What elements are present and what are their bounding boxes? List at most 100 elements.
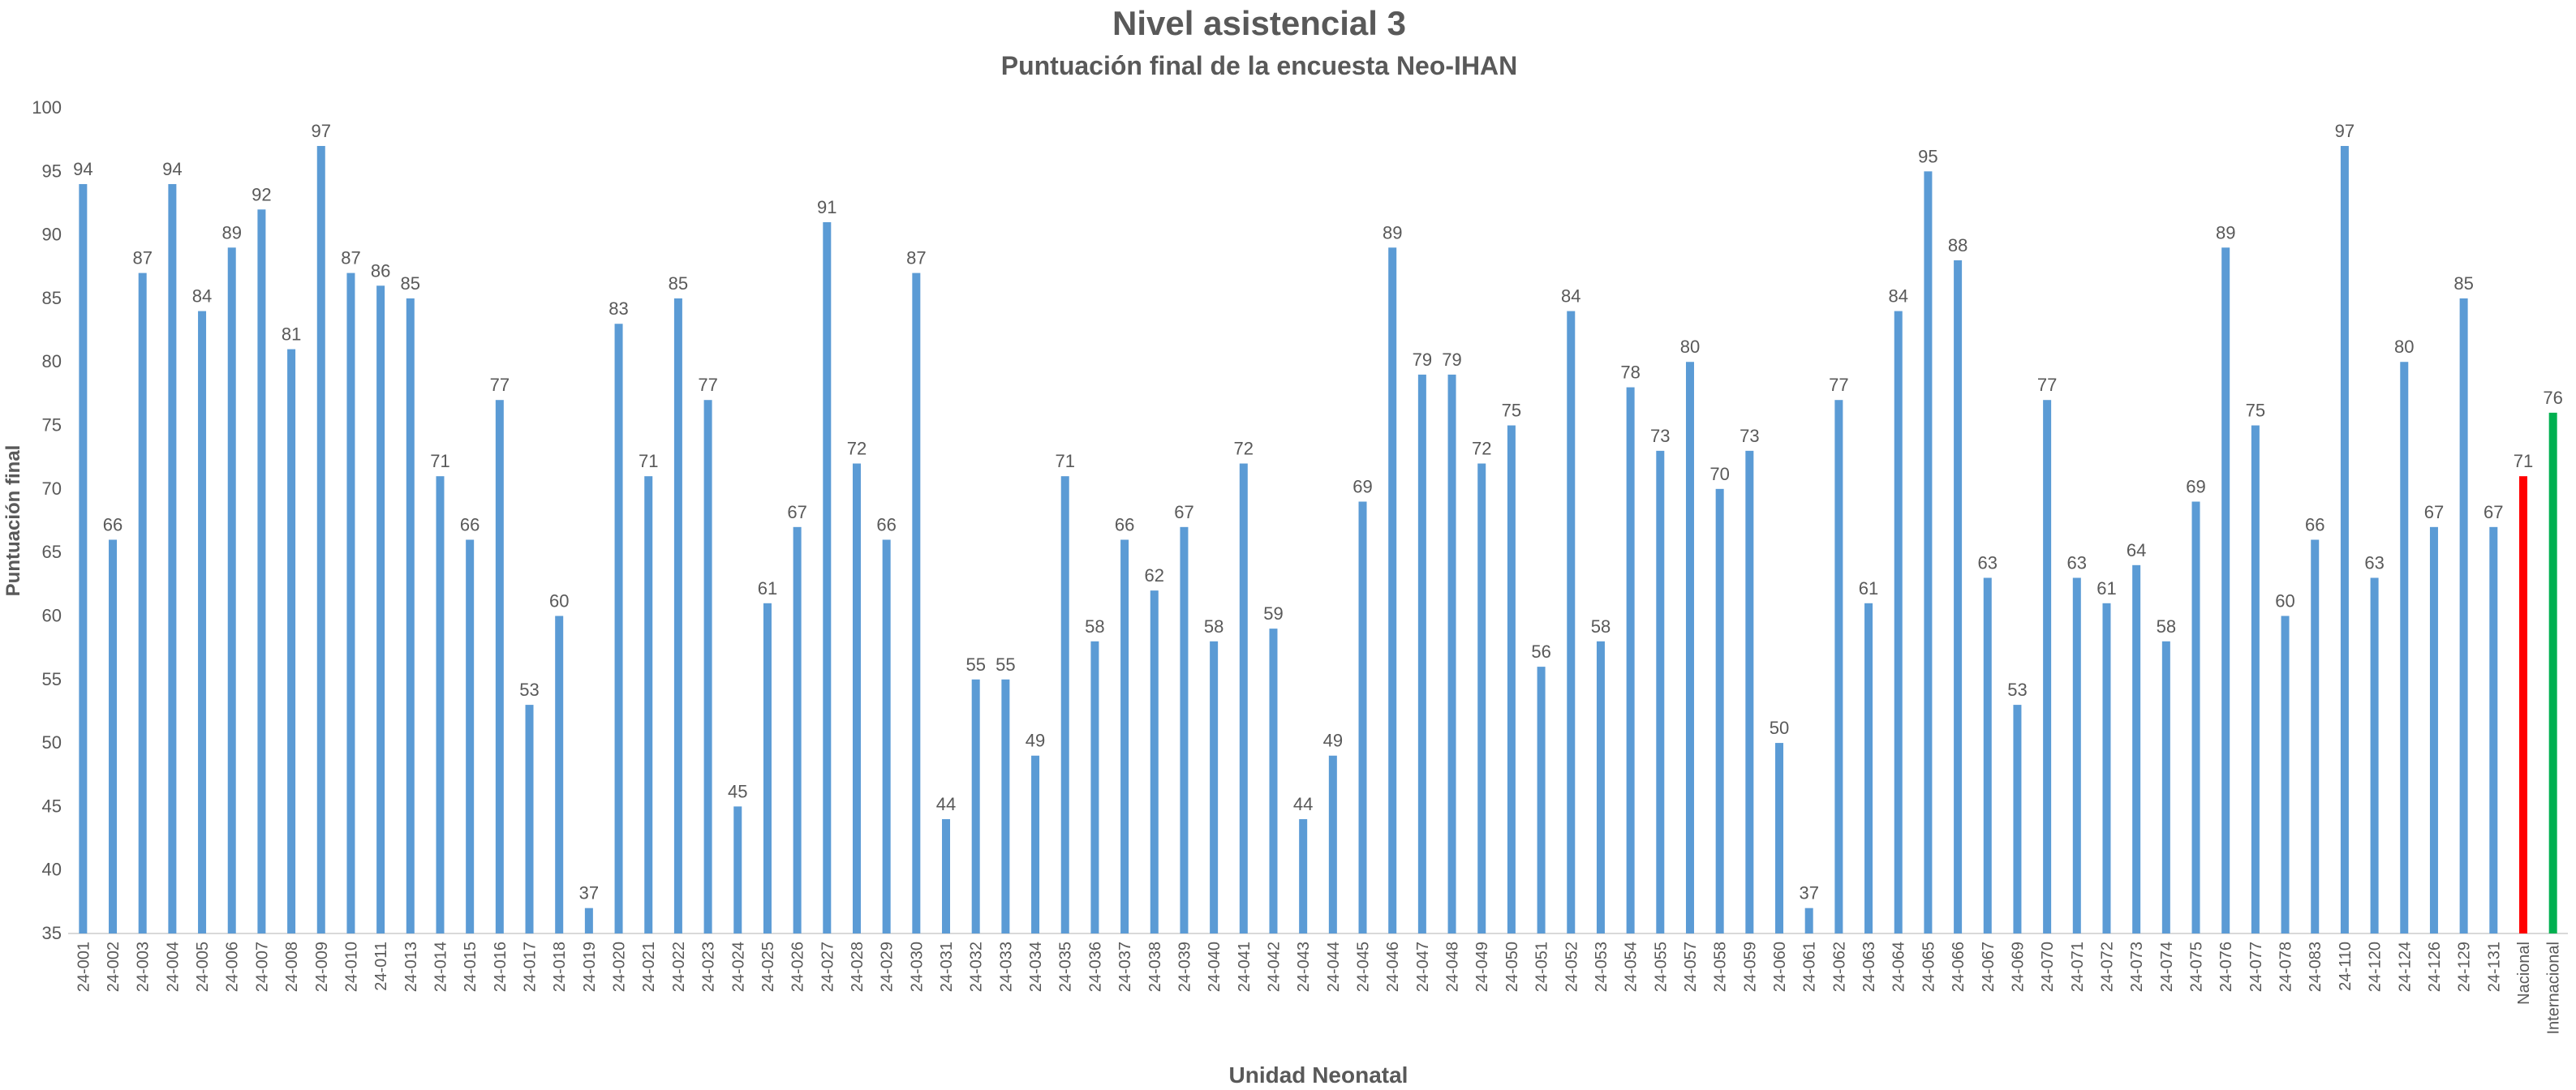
- bar-24-009: [316, 145, 325, 933]
- data-label: 84: [1561, 286, 1580, 307]
- data-label: 72: [847, 439, 867, 459]
- x-tick-label: 24-054: [1623, 942, 1641, 992]
- data-label: 73: [1650, 426, 1670, 446]
- x-tick-label: 24-039: [1176, 942, 1193, 992]
- bar-24-036: [1090, 641, 1099, 933]
- data-label: 58: [1085, 616, 1104, 637]
- data-label: 66: [2305, 514, 2324, 534]
- bar-24-025: [763, 603, 772, 933]
- data-label: 58: [1591, 616, 1611, 637]
- bar-24-006: [227, 247, 236, 933]
- data-label: 63: [2067, 552, 2087, 573]
- data-label: 89: [2216, 222, 2235, 242]
- data-label: 60: [549, 590, 569, 611]
- x-tick-label: 24-025: [759, 942, 777, 992]
- x-tick-label: 24-017: [522, 942, 540, 992]
- x-tick-label: 24-030: [908, 942, 926, 992]
- x-tick-label: 24-019: [581, 942, 599, 992]
- bar-24-042: [1269, 629, 1278, 933]
- bar-24-030: [912, 272, 921, 934]
- bar-24-062: [1834, 400, 1843, 933]
- bar-24-022: [673, 298, 682, 933]
- y-axis-title: Puntuación final: [2, 445, 24, 597]
- y-tick-label: 55: [42, 669, 62, 689]
- chart-subtitle: Puntuación final de la encuesta Neo-IHAN: [1001, 51, 1518, 80]
- x-tick-label: Internacional: [2545, 942, 2563, 1035]
- bar-24-003: [138, 272, 147, 934]
- y-tick-label: 90: [42, 225, 62, 245]
- bar-24-131: [2489, 526, 2498, 933]
- x-tick-label: 24-065: [1920, 942, 1937, 992]
- bar-24-067: [1983, 577, 1992, 933]
- x-tick-label: 24-077: [2247, 942, 2265, 992]
- data-label: 78: [1620, 363, 1640, 383]
- data-label: 91: [817, 197, 836, 217]
- data-label: 85: [669, 273, 688, 294]
- x-tick-label: 24-013: [402, 942, 420, 992]
- data-label: 71: [1055, 451, 1074, 471]
- data-label: 58: [2157, 616, 2176, 637]
- bar-24-054: [1626, 387, 1635, 933]
- y-tick-label: 100: [32, 97, 62, 118]
- bars: [79, 145, 2557, 934]
- data-label: 62: [1145, 565, 1164, 586]
- bar-24-063: [1864, 603, 1873, 933]
- bar-24-032: [971, 679, 980, 933]
- x-tick-label: 24-044: [1325, 942, 1343, 992]
- x-tick-label: 24-070: [2039, 942, 2057, 992]
- x-tick-label: 24-058: [1712, 942, 1730, 992]
- x-tick-label: 24-043: [1295, 942, 1313, 992]
- data-label: 71: [639, 451, 658, 471]
- x-tick-label: 24-014: [432, 942, 449, 992]
- x-tick-label: 24-064: [1890, 942, 1908, 992]
- bar-24-083: [2311, 539, 2320, 933]
- bar-24-070: [2043, 400, 2052, 933]
- x-tick-label: 24-047: [1414, 942, 1432, 992]
- x-tick-label: 24-110: [2337, 942, 2355, 991]
- data-label: 95: [1918, 146, 1937, 166]
- x-tick-label: 24-018: [551, 942, 569, 992]
- x-tick-label: 24-028: [849, 942, 867, 992]
- x-tick-label: 24-006: [224, 942, 242, 992]
- data-label: 75: [2246, 401, 2265, 421]
- x-tick-label: 24-007: [253, 942, 271, 992]
- bar-24-073: [2132, 564, 2141, 933]
- bar-24-052: [1567, 311, 1576, 934]
- x-tick-label: 24-067: [1980, 942, 1998, 992]
- x-tick-label: 24-016: [492, 942, 510, 992]
- x-tick-label: 24-072: [2098, 942, 2116, 992]
- data-label: 77: [698, 375, 717, 395]
- bar-24-074: [2161, 641, 2170, 933]
- data-label: 89: [221, 222, 241, 242]
- data-label: 71: [430, 451, 449, 471]
- x-tick-label: 24-045: [1355, 942, 1373, 992]
- data-label: 73: [1740, 426, 1759, 446]
- x-tick-label: 24-071: [2069, 942, 2087, 992]
- bar-24-011: [376, 285, 385, 933]
- x-tick-label: 24-126: [2426, 942, 2444, 992]
- bar-24-051: [1537, 667, 1546, 933]
- bar-24-066: [1954, 260, 1963, 933]
- y-tick-label: 35: [42, 923, 62, 943]
- data-label: 49: [1323, 731, 1343, 751]
- data-label: 71: [2514, 451, 2533, 471]
- x-tick-label: 24-005: [194, 942, 212, 992]
- data-label: 56: [1531, 642, 1550, 662]
- bar-24-045: [1358, 501, 1367, 933]
- bar-24-008: [287, 349, 296, 934]
- bar-24-010: [346, 272, 355, 934]
- bar-24-077: [2251, 425, 2260, 933]
- data-label: 69: [2186, 477, 2205, 497]
- data-label: 59: [1263, 603, 1283, 624]
- bar-24-037: [1120, 539, 1129, 933]
- bar-24-031: [942, 819, 951, 933]
- data-label: 67: [2424, 502, 2444, 522]
- x-tick-label: 24-124: [2396, 942, 2414, 992]
- data-label: 77: [1829, 375, 1848, 395]
- x-tick-label: 24-052: [1563, 942, 1580, 992]
- y-tick-label: 60: [42, 605, 62, 625]
- x-tick-label: 24-075: [2188, 942, 2206, 992]
- data-label: 83: [609, 298, 628, 319]
- bar-nacional: [2518, 476, 2527, 933]
